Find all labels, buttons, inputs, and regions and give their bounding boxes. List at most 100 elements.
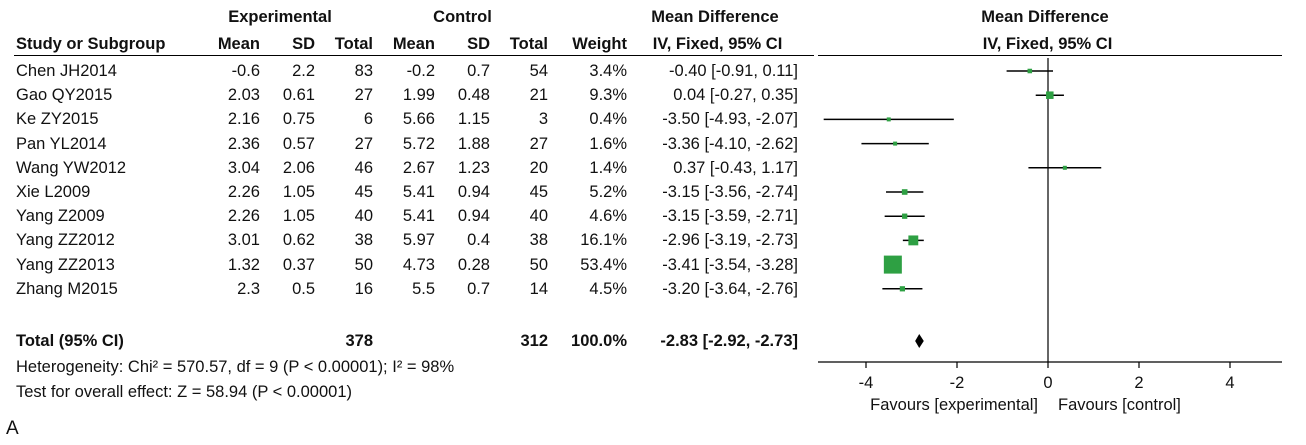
exp-mean-header: Mean	[217, 35, 260, 53]
study-weight-box	[899, 286, 906, 292]
weight-cell: 1.6%	[589, 134, 627, 153]
ctrl-mean-cell: -0.2	[406, 62, 435, 80]
exp-mean-cell: 2.03	[227, 86, 260, 105]
ctrl-total-cell: 27	[529, 134, 548, 153]
ctrl-mean-cell: 5.41	[402, 183, 435, 201]
study-column-header: Study or Subgroup	[16, 35, 166, 53]
exp-sd-cell: 1.05	[282, 207, 315, 226]
exp-total-cell: 45	[354, 183, 373, 201]
study-name: Ke ZY2015	[16, 110, 99, 129]
ctrl-sd-cell: 0.7	[467, 62, 490, 80]
x-tick-label: -4	[859, 374, 874, 392]
pooled-diamond	[915, 334, 924, 348]
ctrl-total-cell: 54	[529, 62, 548, 80]
panel-label: A	[6, 418, 19, 439]
exp-sd-cell: 0.5	[292, 279, 315, 298]
exp-mean-cell: 3.04	[227, 158, 260, 177]
study-name: Gao QY2015	[16, 86, 113, 105]
study-name: Wang YW2012	[16, 158, 127, 177]
exp-mean-cell: -0.6	[231, 62, 260, 80]
ci-cell: -0.40 [-0.91, 0.11]	[668, 62, 798, 80]
study-name: Xie L2009	[16, 183, 91, 201]
ci-cell: -2.96 [-3.19, -2.73]	[662, 231, 798, 250]
exp-total-cell: 27	[354, 134, 373, 153]
study-name: Yang ZZ2012	[16, 231, 115, 250]
weight-cell: 53.4%	[580, 255, 627, 274]
exp-mean-cell: 1.32	[227, 255, 260, 274]
exp-total-cell: 38	[354, 231, 373, 250]
exp-total-cell: 27	[354, 86, 373, 105]
exp-mean-cell: 2.3	[237, 279, 260, 298]
exp-mean-cell: 2.26	[227, 207, 260, 226]
ctrl-sd-cell: 0.28	[457, 255, 490, 274]
x-tick-label: 2	[1134, 374, 1143, 392]
ctrl-sd-cell: 0.4	[467, 231, 490, 250]
ctrl-mean-cell: 1.99	[402, 86, 435, 105]
ctrl-sd-cell: 0.7	[467, 279, 490, 298]
total-label: Total (95% CI)	[16, 332, 124, 350]
ctrl-sd-cell: 0.94	[457, 207, 490, 226]
ci-cell: -3.41 [-3.54, -3.28]	[662, 255, 798, 274]
ctrl-sd-cell: 0.48	[457, 86, 490, 105]
exp-sd-cell: 2.06	[282, 158, 315, 177]
ctrl-mean-cell: 5.41	[402, 207, 435, 226]
exp-sd-cell: 0.57	[282, 134, 315, 153]
exp-total-cell: 40	[354, 207, 373, 226]
study-name: Zhang M2015	[16, 279, 118, 298]
ctrl-mean-cell: 4.73	[402, 255, 435, 274]
total-weight: 100.0%	[571, 332, 627, 350]
exp-sd-cell: 1.05	[282, 183, 315, 201]
study-weight-box	[1046, 91, 1054, 99]
ctrl-sd-cell: 1.23	[457, 158, 490, 177]
experimental-group-header: Experimental	[228, 8, 332, 26]
ctrl-total-cell: 21	[529, 86, 548, 105]
ctrl-mean-cell: 5.72	[402, 134, 435, 153]
weight-cell: 16.1%	[580, 231, 627, 250]
exp-sd-cell: 0.61	[282, 86, 315, 105]
exp-total-cell: 83	[354, 62, 373, 80]
exp-total-cell: 16	[354, 279, 373, 298]
weight-cell: 5.2%	[589, 183, 627, 201]
ci-cell: -3.15 [-3.59, -2.71]	[662, 207, 798, 226]
ctrl-mean-cell: 5.66	[402, 110, 435, 129]
study-weight-box	[908, 235, 919, 246]
total-ci: -2.83 [-2.92, -2.73]	[660, 332, 798, 350]
exp-mean-cell: 2.26	[227, 183, 260, 201]
x-tick-label: -2	[950, 374, 965, 392]
plot-method-header: IV, Fixed, 95% CI	[982, 35, 1113, 53]
ci-cell: 0.37 [-0.43, 1.17]	[673, 158, 798, 177]
exp-mean-cell: 2.36	[227, 134, 260, 153]
exp-sd-header: SD	[292, 35, 315, 53]
weight-header: Weight	[572, 35, 627, 53]
ctrl-sd-cell: 1.88	[457, 134, 490, 153]
favours-experimental-label: Favours [experimental]	[870, 396, 1038, 414]
ctrl-total-cell: 14	[529, 279, 548, 298]
ctrl-total-cell: 20	[529, 158, 548, 177]
exp-sd-cell: 0.62	[282, 231, 315, 250]
mean-difference-header: Mean Difference	[651, 8, 779, 26]
study-weight-box	[1027, 68, 1033, 74]
study-name: Pan YL2014	[16, 134, 107, 153]
exp-sd-cell: 2.2	[292, 62, 315, 80]
weight-cell: 1.4%	[589, 158, 627, 177]
study-weight-box	[901, 189, 908, 195]
overall-effect-text: Test for overall effect: Z = 58.94 (P < …	[16, 383, 353, 401]
study-weight-box	[893, 141, 898, 146]
heterogeneity-text: Heterogeneity: Chi² = 570.57, df = 9 (P …	[16, 358, 455, 376]
exp-total-cell: 46	[354, 158, 373, 177]
plot-mean-difference-header: Mean Difference	[981, 8, 1109, 26]
x-tick-label: 4	[1225, 374, 1234, 392]
ctrl-total-cell: 45	[529, 183, 548, 201]
ctrl-mean-cell: 5.97	[402, 231, 435, 250]
study-weight-box	[883, 255, 902, 274]
exp-sd-cell: 0.37	[282, 255, 315, 274]
total-ctrl-count: 312	[520, 332, 548, 350]
x-tick-label: 0	[1043, 374, 1052, 392]
ci-cell: -3.50 [-4.93, -2.07]	[662, 110, 798, 129]
ctrl-mean-header: Mean	[392, 35, 435, 53]
weight-cell: 9.3%	[589, 86, 627, 105]
ci-cell: 0.04 [-0.27, 0.35]	[673, 86, 798, 105]
study-weight-box	[886, 117, 891, 122]
ci-cell: -3.20 [-3.64, -2.76]	[662, 279, 798, 298]
study-weight-box	[1062, 165, 1067, 170]
